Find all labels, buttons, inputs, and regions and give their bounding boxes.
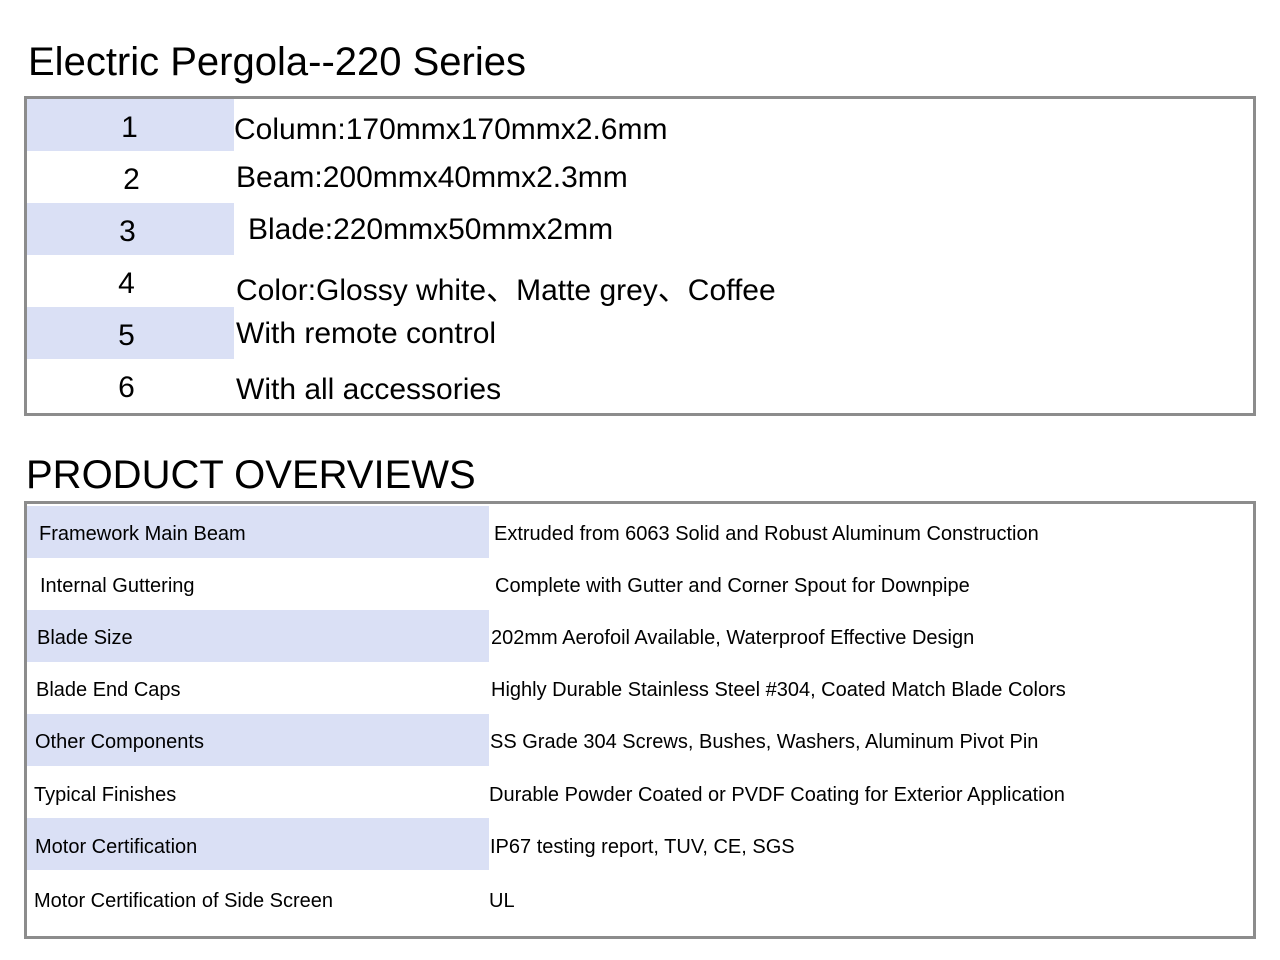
overview-row: Framework Main Beam Extruded from 6063 So… [27,506,1253,558]
spec-text: Blade:220mmx50mmx2mm [248,213,614,246]
overview-key: Blade End Caps [36,679,181,701]
overview-value: Complete with Gutter and Corner Spout fo… [495,575,970,597]
overview-key: Motor Certification of Side Screen [34,890,334,912]
overview-key: Other Components [35,731,204,753]
page-title: Electric Pergola--220 Series [28,40,526,84]
row-shade [27,610,489,662]
overview-row: Motor Certification of Side Screen UL [27,870,1253,922]
spec-number: 6 [118,371,135,404]
overview-value: UL [489,890,515,912]
overview-title: PRODUCT OVERVIEWS [26,453,476,497]
spec-number: 1 [121,111,138,144]
overview-row: Other Components SS Grade 304 Screws, Bus… [27,714,1253,766]
overview-value: 202mm Aerofoil Available, Waterproof Eff… [491,627,975,649]
spec-text: Beam:200mmx40mmx2.3mm [236,161,628,194]
overview-value: Durable Powder Coated or PVDF Coating fo… [489,784,1065,806]
row-shade [27,307,234,359]
overview-row: Typical Finishes Durable Powder Coated or… [27,766,1253,818]
spec-number: 3 [119,215,136,248]
overview-key: Blade Size [37,627,133,649]
spec-number: 2 [123,163,140,196]
spec-row: 3 Blade:220mmx50mmx2mm [27,203,1253,255]
spec-row: 6 With all accessories [27,359,1253,412]
overview-value: Highly Durable Stainless Steel #304, Coa… [491,679,1066,701]
row-shade [27,818,489,870]
overview-value: Extruded from 6063 Solid and Robust Alum… [494,523,1039,545]
overview-row: Blade End Caps Highly Durable Stainless S… [27,662,1253,714]
spec-text: Color:Glossy white、Matte grey、Coffee [236,274,776,307]
row-shade [27,99,234,151]
overview-key: Framework Main Beam [39,523,246,545]
row-shade [27,203,234,255]
spec-row: 2 Beam:200mmx40mmx2.3mm [27,151,1253,203]
overview-key: Internal Guttering [40,575,195,597]
overview-row: Blade Size 202mm Aerofoil Available, Wate… [27,610,1253,662]
spec-row: 1 Column:170mmx170mmx2.6mm [27,99,1253,151]
spec-text: With all accessories [236,373,502,406]
overview-row: Motor Certification IP67 testing report, … [27,818,1253,870]
overview-value: IP67 testing report, TUV, CE, SGS [490,836,795,858]
spec-table: 1 Column:170mmx170mmx2.6mm 2 Beam:200mmx40m… [24,96,1256,416]
overview-row: Internal Guttering Complete with Gutter a… [27,558,1253,610]
overview-key: Typical Finishes [34,784,177,806]
row-shade [27,714,489,766]
overview-table: Framework Main Beam Extruded from 6063 So… [24,501,1256,939]
spec-row: 5 With remote control [27,307,1253,359]
spec-number: 5 [118,319,135,352]
overview-key: Motor Certification [35,836,198,858]
spec-text: With remote control [236,317,497,350]
row-shade [27,506,489,558]
overview-value: SS Grade 304 Screws, Bushes, Washers, Al… [490,731,1039,753]
spec-text: Column:170mmx170mmx2.6mm [234,113,668,146]
spec-row: 4 Color:Glossy white、Matte grey、Coffee [27,255,1253,307]
spec-number: 4 [118,267,135,300]
